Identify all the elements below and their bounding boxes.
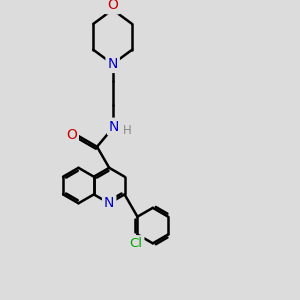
Text: H: H bbox=[123, 124, 132, 137]
Text: N: N bbox=[107, 57, 118, 71]
Text: O: O bbox=[66, 128, 77, 142]
Text: N: N bbox=[109, 120, 119, 134]
Text: N: N bbox=[104, 196, 114, 210]
Text: O: O bbox=[107, 0, 118, 12]
Text: Cl: Cl bbox=[130, 237, 142, 250]
